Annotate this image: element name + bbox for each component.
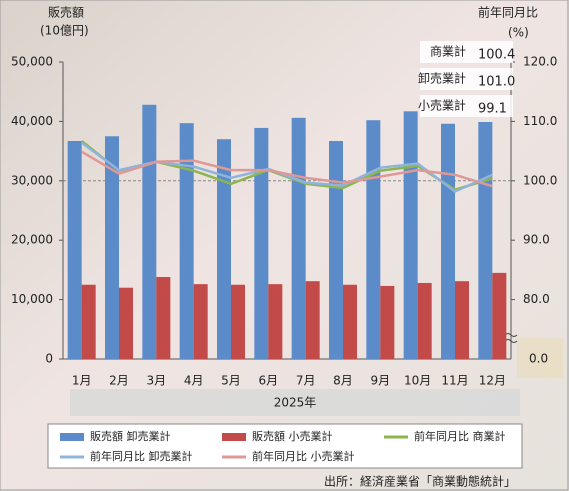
y-tick-label: 10,000 — [11, 292, 53, 306]
source: 出所：経済産業省「商業動態統計」 — [324, 474, 516, 489]
y2-tick-label: 120.0 — [523, 55, 557, 69]
annotation-name: 小売業計 — [418, 98, 466, 113]
bar — [305, 281, 320, 359]
x-tick-label: 5月 — [221, 374, 241, 388]
legend-label: 前年同月比 卸売業計 — [90, 449, 193, 463]
bar — [156, 277, 171, 359]
y2-unit: (%) — [508, 26, 529, 40]
x-tick-label: 9月 — [371, 374, 391, 388]
bar — [67, 141, 82, 359]
annotation-value: 99.1 — [478, 102, 507, 117]
x-tick-label: 11月 — [441, 374, 468, 388]
legend-label: 販売額 小売業計 — [252, 429, 333, 443]
y-tick-label: 50,000 — [11, 55, 53, 69]
bar — [217, 139, 231, 359]
bar — [179, 123, 194, 359]
y-tick-label: 20,000 — [11, 233, 53, 247]
bar — [403, 111, 418, 359]
y2-title: 前年同月比 — [478, 5, 538, 20]
annotation-box — [420, 68, 513, 90]
bar — [291, 117, 306, 359]
y2-tick-label: 110.0 — [523, 114, 557, 128]
y-tick-label: 0 — [45, 352, 53, 366]
x-tick-label: 2月 — [109, 374, 129, 388]
bar — [417, 282, 432, 359]
bar — [119, 287, 133, 359]
bar — [380, 285, 395, 359]
x-tick-label: 6月 — [259, 374, 279, 388]
x-tick-label: 1月 — [72, 374, 92, 388]
bar — [268, 284, 283, 359]
bar — [81, 284, 96, 359]
annotation-name: 卸売業計 — [418, 71, 466, 86]
legend-label: 前年同月比 小売業計 — [252, 449, 355, 463]
x-tick-label: 4月 — [184, 374, 204, 388]
y2-tick-label: 80.0 — [523, 292, 550, 306]
annotation-box — [420, 41, 513, 63]
bar — [441, 123, 455, 359]
x-tick-label: 7月 — [296, 374, 316, 388]
x-tick-label: 3月 — [147, 374, 167, 388]
bar — [455, 281, 469, 359]
x-title: 2025年 — [274, 396, 317, 410]
bar — [366, 120, 381, 359]
y-tick-label: 40,000 — [11, 114, 53, 128]
legend-label: 前年同月比 商業計 — [414, 429, 506, 443]
legend-swatch — [222, 433, 246, 441]
bar — [231, 284, 245, 359]
x-tick-label: 8月 — [333, 374, 353, 388]
bar — [329, 141, 343, 359]
legend-label: 販売額 卸売業計 — [90, 429, 171, 443]
y-tick-label: 30,000 — [11, 173, 53, 187]
y-unit: (10億円) — [40, 24, 89, 38]
annotation-value: 101.0 — [478, 75, 515, 90]
y2-break-label: 0.0 — [529, 352, 548, 366]
bar — [343, 284, 357, 359]
bar — [254, 127, 269, 360]
annotation-value: 100.4 — [478, 48, 515, 63]
bar — [492, 272, 507, 359]
annotation-box — [420, 95, 513, 117]
annotation-name: 商業計 — [430, 44, 466, 59]
y2-tick-label: 100.0 — [523, 173, 557, 187]
legend-swatch — [60, 433, 84, 441]
y2-tick-label: 90.0 — [523, 233, 550, 247]
break-box — [517, 338, 563, 378]
bar — [105, 136, 119, 359]
x-tick-label: 10月 — [404, 374, 431, 388]
x-title-band — [70, 389, 520, 416]
legend — [47, 423, 523, 469]
bar — [478, 121, 493, 359]
bar — [142, 104, 157, 359]
bar — [193, 284, 208, 359]
x-tick-label: 12月 — [479, 374, 506, 388]
y-title: 販売額 — [48, 5, 84, 20]
line — [81, 150, 493, 188]
